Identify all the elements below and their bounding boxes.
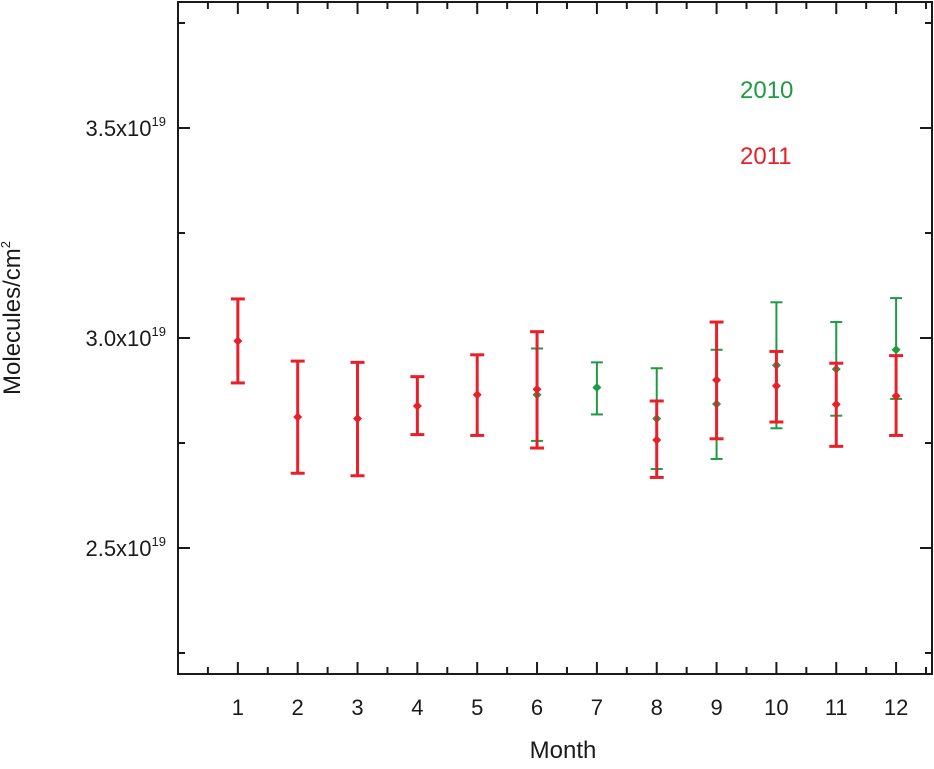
data-point <box>592 383 602 393</box>
y-tick-mantissa: 2.5x10 <box>85 536 151 561</box>
series-2011 <box>230 297 904 479</box>
y-axis-title-superscript: 2 <box>0 241 13 248</box>
data-point <box>472 390 482 400</box>
data-point <box>233 336 243 346</box>
legend: 2010 2011 <box>740 77 793 170</box>
y-tick-exponent: 19 <box>152 534 166 549</box>
plot-frame <box>177 1 933 675</box>
x-tick-label: 9 <box>710 695 722 720</box>
x-tick-label: 5 <box>471 695 483 720</box>
x-tick-label: 12 <box>884 695 908 720</box>
x-tick-label: 6 <box>531 695 543 720</box>
y-tick-label: 2.5x1019 <box>85 534 166 561</box>
legend-entry: 2011 <box>740 143 792 170</box>
y-tick-label: 3.5x1019 <box>85 114 166 141</box>
y-tick-exponent: 19 <box>152 114 166 129</box>
x-tick-label: 8 <box>651 695 663 720</box>
data-point <box>412 401 422 411</box>
y-axis-title: Molecules/cm2 <box>0 241 26 395</box>
x-tick-label: 3 <box>351 695 363 720</box>
y-tick-mantissa: 3.0x10 <box>85 326 151 351</box>
y-tick-label: 3.0x1019 <box>85 324 166 351</box>
x-tick-label: 11 <box>825 695 848 720</box>
data-point <box>771 381 781 391</box>
x-tick-label: 7 <box>591 695 603 720</box>
data-point <box>652 435 662 445</box>
legend-entry: 2010 <box>740 77 793 104</box>
series-layer <box>230 297 904 479</box>
x-tick-label: 10 <box>764 695 788 720</box>
x-tick-label: 1 <box>232 695 244 720</box>
axis-ticks <box>178 2 932 674</box>
x-tick-labels: 1 2 3 4 5 6 7 8 9 10 11 12 <box>232 695 909 720</box>
data-point <box>353 414 363 424</box>
data-point <box>891 345 901 355</box>
data-point <box>712 375 722 385</box>
data-point <box>532 384 542 394</box>
x-tick-label: 2 <box>292 695 304 720</box>
x-axis-title: Month <box>530 737 597 764</box>
y-tick-mantissa: 3.5x10 <box>85 116 151 141</box>
y-axis-title-text: Molecules/cm <box>0 248 26 395</box>
y-tick-exponent: 19 <box>152 324 166 339</box>
x-tick-label: 4 <box>411 695 423 720</box>
data-point <box>293 412 303 422</box>
data-point <box>891 391 901 401</box>
data-point <box>831 399 841 409</box>
